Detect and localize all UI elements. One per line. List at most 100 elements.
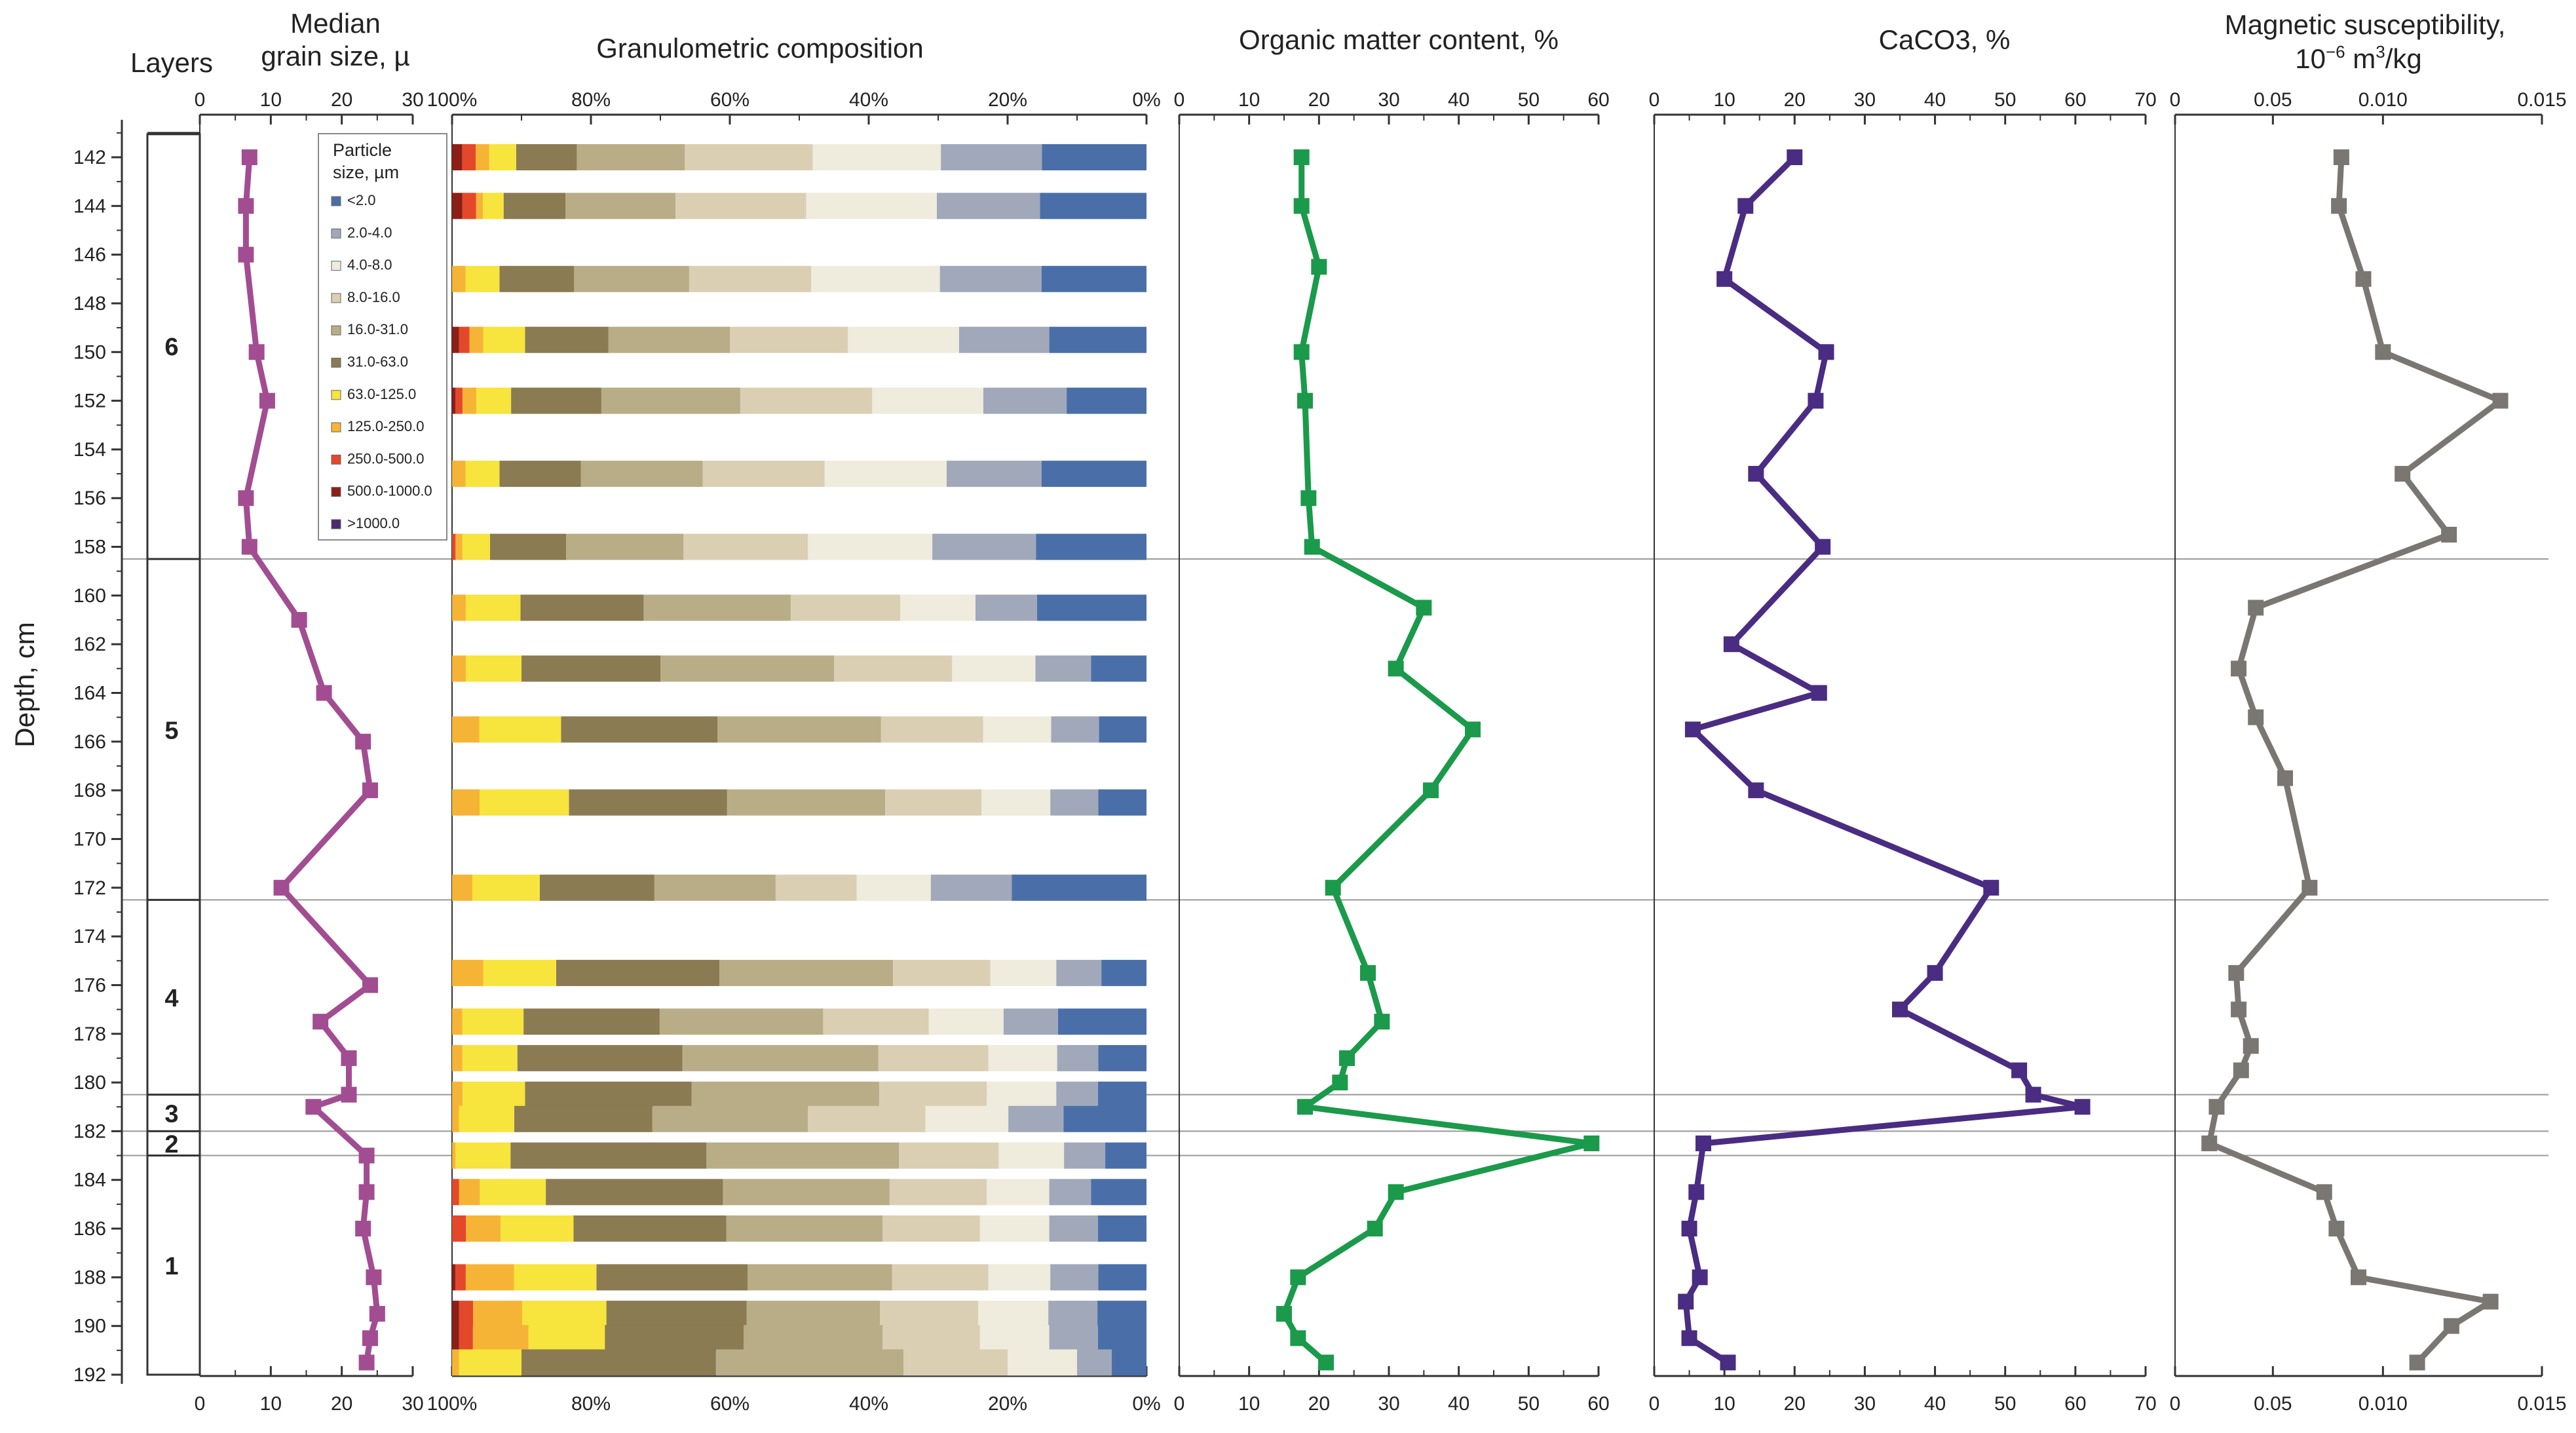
- organic-data-point: [1388, 1184, 1404, 1200]
- magnetic-unit-exponent: −6: [2326, 42, 2345, 62]
- gran-bar-segment: [880, 1301, 978, 1328]
- gran-bar-segment: [978, 1301, 1049, 1328]
- gran-bar-segment: [691, 1081, 879, 1108]
- caco3-bottom-tick-label: 70: [2134, 1393, 2156, 1415]
- gran-bar-segment: [1049, 1179, 1091, 1206]
- depth-tick-label: 174: [73, 926, 106, 947]
- gran-bar-segment: [952, 655, 1036, 682]
- median-data-point: [238, 246, 254, 263]
- legend-label: 125.0-250.0: [347, 418, 424, 434]
- gran-bar-segment: [514, 1105, 653, 1132]
- gran-bar-segment: [1003, 1008, 1058, 1035]
- granulometric-panel: 100% 100% 80% 80% 60% 60% 40% 40% 20% 20% 0% 0%: [427, 89, 1161, 1415]
- gran-bar-segment: [1097, 1325, 1146, 1352]
- caco3-data-point: [1681, 1330, 1697, 1347]
- organic-data-point: [1293, 344, 1310, 360]
- legend-title-line2: size, µm: [333, 162, 399, 182]
- gran-bar-segment: [1049, 326, 1146, 353]
- gran-bar-segment: [469, 326, 483, 353]
- gran-bottom-tick-label: 0%: [1132, 1393, 1160, 1415]
- gran-bar-segment: [606, 1301, 747, 1328]
- median-title-line2: grain size, µ: [261, 41, 409, 71]
- gran-bar-segment: [715, 1349, 903, 1376]
- caco3-series-line: [1682, 155, 2086, 1366]
- caco3-data-point: [1748, 466, 1764, 482]
- gran-bar-segment: [1067, 387, 1146, 414]
- gran-bar-segment: [459, 1301, 474, 1328]
- gran-bar-segment: [566, 533, 684, 560]
- median-top-tick-label: 0: [195, 89, 206, 111]
- layer-label: 1: [164, 1253, 178, 1280]
- depth-tick-label: 152: [73, 391, 106, 412]
- gran-bar-segment: [466, 1215, 501, 1242]
- layers-panel: 6 5 4 3 2 1: [146, 132, 201, 1376]
- gran-bar-segment: [879, 1081, 987, 1108]
- caco3-bottom-tick-label: 0: [1649, 1393, 1660, 1415]
- organic-data-point: [1423, 782, 1439, 799]
- organic-bottom-tick-label: 50: [1518, 1393, 1540, 1415]
- gran-bar-segment: [1057, 1044, 1099, 1071]
- magnetic-data-point: [2331, 198, 2347, 214]
- gran-bar-segment: [744, 1325, 883, 1352]
- gran-bar-segment: [1097, 1301, 1146, 1328]
- gran-bar-segment: [808, 1105, 926, 1132]
- depth-tick-label: 188: [73, 1267, 106, 1288]
- depth-tick-label: 192: [73, 1364, 106, 1386]
- gran-bar-segment: [525, 1081, 692, 1108]
- depth-tick-label: 144: [73, 195, 106, 217]
- magnetic-unit-m: m: [2345, 43, 2376, 74]
- median-data-point: [259, 392, 275, 409]
- organic-title: Organic matter content, %: [1239, 24, 1559, 55]
- caco3-data-point: [1787, 149, 1803, 165]
- gran-bar-segment: [452, 959, 483, 986]
- median-series-line: [242, 157, 381, 1364]
- gran-bar-segment: [452, 1349, 459, 1376]
- gran-bar-segment: [455, 387, 463, 414]
- median-data-point: [291, 612, 307, 628]
- gran-bar-segment: [1101, 959, 1146, 986]
- gran-bar-segment: [573, 1215, 727, 1242]
- gran-bar-segment: [988, 1044, 1057, 1071]
- caco3-top-tick-label: 10: [1713, 89, 1735, 111]
- median-data-point: [238, 198, 254, 214]
- depth-axis-label: Depth, cm: [9, 622, 40, 747]
- gran-bar-segment: [1099, 716, 1146, 743]
- median-data-point: [362, 1330, 378, 1347]
- gran-bar-segment: [476, 144, 489, 170]
- caco3-data-point: [1678, 1293, 1694, 1310]
- gran-bar-segment: [654, 874, 776, 901]
- legend-label: 16.0-31.0: [347, 321, 408, 337]
- caco3-data-point: [1808, 392, 1824, 409]
- gran-bar-segment: [983, 387, 1067, 414]
- organic-data-point: [1360, 965, 1376, 981]
- magnetic-data-point: [2231, 1001, 2247, 1018]
- gran-bar-segment: [881, 716, 983, 743]
- caco3-bottom-tick-label: 60: [2064, 1393, 2086, 1415]
- gran-bar-segment: [776, 874, 857, 901]
- magnetic-data-point: [2248, 709, 2264, 725]
- median-bottom-tick-label: 20: [331, 1393, 352, 1415]
- gran-bar-segment: [1056, 959, 1102, 986]
- depth-tick-label: 178: [73, 1023, 106, 1045]
- magnetic-data-point: [2231, 660, 2247, 677]
- gran-bar-segment: [1098, 789, 1146, 816]
- depth-tick-label: 142: [73, 147, 106, 168]
- gran-bar-segment: [452, 265, 466, 292]
- gran-bar-segment: [1042, 144, 1146, 170]
- gran-bar-segment: [936, 193, 1040, 220]
- gran-bar-segment: [525, 326, 609, 353]
- organic-top-tick-label: 0: [1174, 89, 1185, 111]
- median-bottom-tick-label: 10: [260, 1393, 282, 1415]
- gran-bar-segment: [652, 1105, 808, 1132]
- legend-label: 4.0-8.0: [347, 257, 392, 273]
- organic-data-point: [1297, 1099, 1313, 1115]
- caco3-data-point: [1818, 344, 1834, 360]
- gran-bar-segment: [892, 1264, 989, 1291]
- gran-bar-segment: [717, 716, 881, 743]
- gran-bar-segment: [723, 1179, 890, 1206]
- magnetic-bottom-tick-label: 0.010: [2358, 1393, 2408, 1415]
- magnetic-data-point: [2208, 1099, 2225, 1115]
- gran-bar-segment: [459, 1349, 521, 1376]
- layer-label: 5: [164, 717, 178, 744]
- gran-bar-segment: [1091, 1179, 1146, 1206]
